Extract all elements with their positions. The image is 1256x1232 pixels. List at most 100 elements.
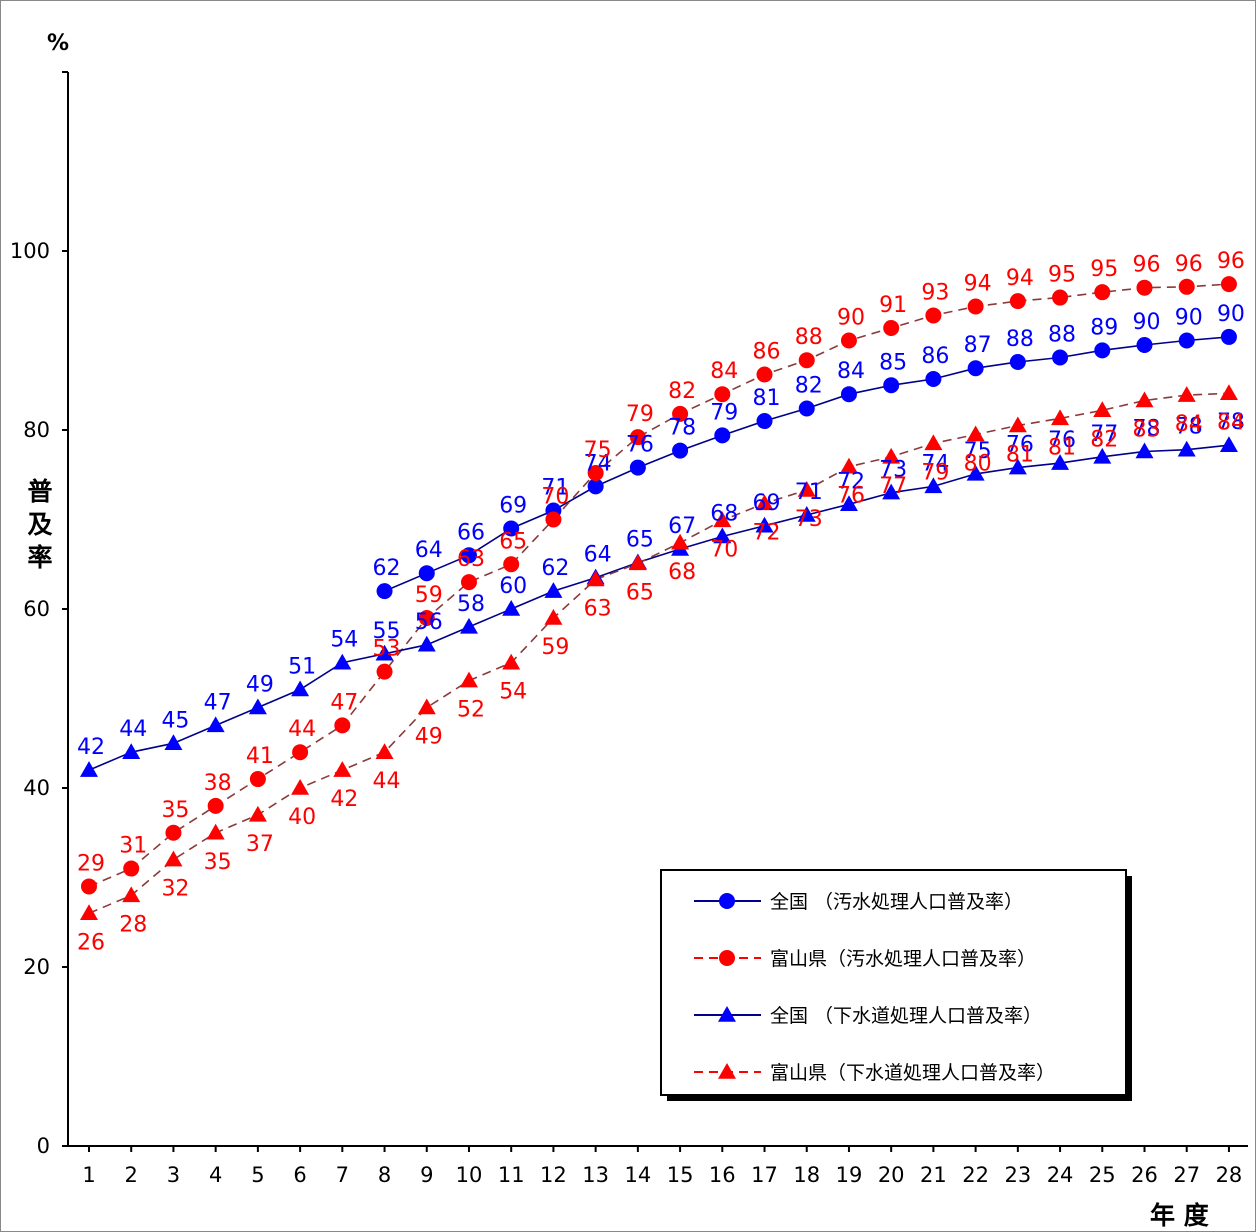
data-label: 40 — [288, 805, 316, 830]
data-point — [248, 805, 267, 822]
data-point — [1177, 440, 1196, 457]
data-point — [839, 495, 858, 512]
data-point — [1178, 278, 1195, 295]
data-label: 76 — [626, 433, 654, 458]
data-label: 88 — [1006, 327, 1034, 352]
legend-entry-label: 全国 （汚水処理人口普及率） — [770, 891, 1023, 913]
data-label: 73 — [795, 507, 823, 532]
data-point — [671, 533, 690, 550]
data-label: 76 — [1048, 428, 1076, 453]
data-point — [1094, 342, 1111, 359]
data-label: 84 — [1217, 410, 1245, 435]
data-label: 47 — [204, 690, 232, 715]
x-tick-label: 22 — [962, 1163, 989, 1187]
x-tick-label: 28 — [1216, 1163, 1243, 1187]
x-tick-label: 27 — [1173, 1163, 1200, 1187]
data-point — [207, 797, 224, 814]
data-point — [755, 516, 774, 533]
data-label: 91 — [879, 293, 907, 318]
data-point — [966, 425, 985, 442]
data-label: 64 — [415, 538, 443, 563]
x-tick-label: 18 — [793, 1163, 820, 1187]
data-label: 70 — [710, 537, 738, 562]
x-tick-label: 23 — [1004, 1163, 1031, 1187]
data-point — [164, 734, 183, 750]
data-label: 69 — [753, 491, 781, 516]
x-tick-label: 7 — [336, 1163, 349, 1187]
data-point — [376, 583, 393, 600]
data-label: 51 — [288, 655, 316, 680]
data-point — [502, 600, 521, 616]
data-label: 32 — [161, 877, 189, 902]
data-label: 79 — [921, 460, 949, 485]
data-point — [925, 307, 942, 324]
data-point — [503, 556, 520, 573]
series-markers — [80, 276, 1238, 921]
data-label: 90 — [837, 306, 865, 331]
data-label: 44 — [288, 717, 316, 742]
series-markers-2 — [81, 276, 1237, 895]
data-label: 52 — [457, 698, 485, 723]
x-tick-label: 6 — [293, 1163, 306, 1187]
data-label: 88 — [795, 325, 823, 350]
data-point — [333, 653, 352, 670]
data-point — [1094, 284, 1111, 301]
data-point — [713, 527, 732, 544]
data-label: 35 — [204, 850, 232, 875]
data-point — [418, 565, 435, 582]
data-point — [755, 494, 774, 511]
data-label: 71 — [795, 480, 823, 505]
x-tick-label: 19 — [836, 1163, 863, 1187]
data-point — [587, 478, 604, 495]
data-label: 28 — [119, 912, 147, 937]
data-label: 47 — [330, 690, 358, 715]
x-tick-label: 8 — [378, 1163, 391, 1187]
data-point — [291, 680, 310, 697]
y-axis-title-char: 普 — [27, 477, 52, 506]
x-tick-label: 4 — [209, 1163, 222, 1187]
x-tick-label: 12 — [540, 1163, 567, 1187]
data-label: 60 — [499, 574, 527, 599]
x-axis-title: 年 度 — [1150, 1201, 1209, 1230]
series-markers-3 — [80, 436, 1238, 777]
data-point — [967, 360, 984, 377]
series-markers-4 — [80, 384, 1238, 921]
data-label: 69 — [499, 493, 527, 518]
x-tick-label: 14 — [624, 1163, 651, 1187]
data-label: 82 — [668, 379, 696, 404]
data-label: 63 — [457, 547, 485, 572]
data-label: 65 — [499, 529, 527, 554]
data-point — [719, 893, 735, 909]
data-point — [1051, 409, 1070, 426]
data-point — [249, 771, 266, 788]
data-point — [122, 743, 141, 759]
data-point — [628, 554, 647, 571]
data-point — [629, 429, 646, 446]
data-point — [80, 904, 98, 921]
data-label: 63 — [584, 596, 612, 621]
data-label: 75 — [964, 439, 992, 464]
data-label: 53 — [373, 637, 401, 662]
data-label: 56 — [415, 610, 443, 635]
data-point — [1008, 416, 1027, 433]
data-label: 75 — [584, 438, 612, 463]
data-point — [797, 506, 816, 522]
data-point — [798, 400, 815, 417]
y-axis-title: 普及率 — [27, 477, 52, 572]
data-label: 42 — [77, 735, 105, 760]
data-point — [719, 950, 735, 966]
y-axis-title-char: 及 — [27, 510, 52, 539]
y-tick-label: 40 — [23, 776, 50, 800]
data-point — [925, 370, 942, 387]
data-label: 74 — [921, 451, 949, 476]
x-tick-label: 5 — [251, 1163, 264, 1187]
data-point — [81, 878, 97, 895]
data-point — [291, 779, 310, 795]
y-tick-label: 0 — [37, 1134, 50, 1158]
data-point — [1136, 336, 1153, 353]
data-point — [459, 617, 478, 634]
x-tick-label: 3 — [167, 1163, 180, 1187]
data-point — [206, 823, 225, 840]
data-label: 72 — [753, 520, 781, 545]
data-label: 86 — [753, 340, 781, 365]
